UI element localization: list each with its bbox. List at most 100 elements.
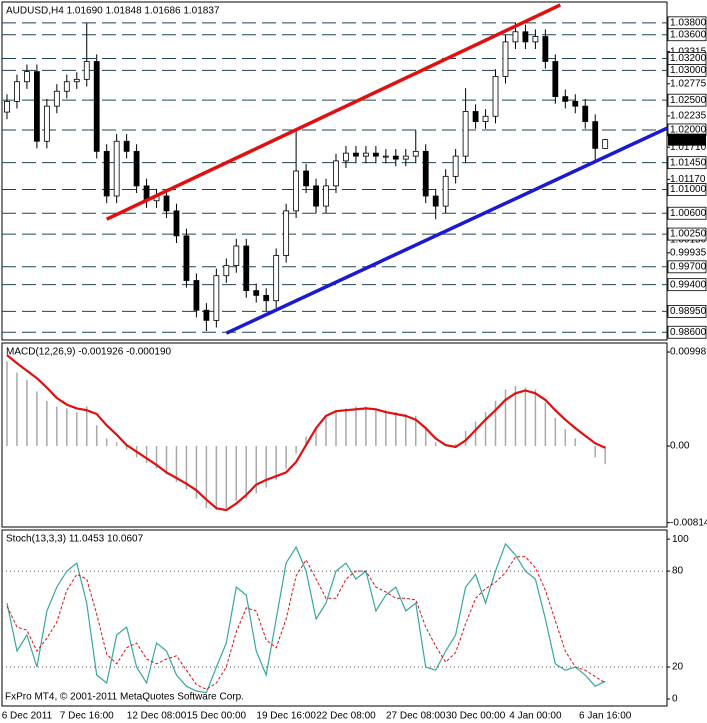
level-label: 1.00250 — [670, 229, 707, 240]
candle-body — [522, 31, 529, 43]
candle-body — [133, 150, 140, 187]
y-tick-label: 1.01170 — [670, 174, 706, 185]
candle-body — [303, 170, 309, 187]
stoch-signal — [6, 556, 606, 690]
panel-title: AUDUSD,H4 1.01690 1.01848 1.01686 1.0183… — [6, 6, 220, 17]
level-label: 1.03000 — [670, 65, 707, 76]
candle-body — [163, 195, 170, 212]
candle-body — [452, 155, 459, 177]
candle-body — [33, 71, 40, 142]
candle-body — [572, 100, 579, 107]
level-label-box — [667, 260, 707, 274]
y-tick-label: 20 — [672, 662, 684, 673]
panel-title: Stoch(13,3,3) 11.0453 10.0607 — [6, 534, 144, 545]
trendline — [105, 3, 562, 221]
candle-body — [4, 100, 10, 113]
level-label-box — [667, 64, 707, 77]
x-tick-label: 15 Dec 00:00 — [187, 711, 247, 722]
level-label-box — [667, 28, 707, 42]
level-label: 0.98600 — [670, 327, 707, 338]
level-label-box — [667, 156, 707, 170]
candle-body — [402, 155, 409, 160]
candle-body — [223, 265, 230, 277]
candle-body — [203, 309, 210, 321]
candle-body — [193, 280, 200, 311]
candle-body — [482, 115, 489, 123]
level-label: 1.00600 — [670, 208, 707, 219]
candle-body — [552, 61, 559, 98]
candle-body — [253, 290, 260, 296]
candle-body — [343, 152, 349, 162]
price-box — [668, 133, 706, 146]
candle-body — [323, 185, 329, 207]
level-label-box — [667, 305, 707, 318]
level-label: 1.01000 — [670, 184, 707, 195]
y-tick-label: 0.00998 — [670, 347, 707, 358]
candle-body — [263, 294, 270, 302]
y-tick-label: 100 — [672, 534, 689, 545]
candle-body — [492, 75, 499, 117]
candle-body — [103, 150, 110, 197]
level-label-box — [667, 278, 707, 292]
macd-panel — [1, 342, 668, 528]
candle-body — [582, 105, 589, 123]
level-label: 0.98950 — [670, 306, 707, 317]
y-tick-label: 1.02775 — [670, 78, 707, 89]
candle-body — [83, 61, 90, 80]
y-tick-label: 1.01710 — [670, 142, 707, 153]
copyright: FxPro MT4, © 2001-2011 MetaQuotes Softwa… — [5, 692, 244, 703]
candle-body — [53, 90, 60, 107]
level-label: 1.02000 — [670, 125, 707, 136]
level-label: 1.02500 — [670, 95, 707, 106]
panel-title: MACD(12,26,9) -0.001926 -0.000190 — [6, 347, 172, 358]
candle-body — [213, 275, 220, 321]
candle-body — [462, 111, 469, 157]
candle-body — [233, 245, 240, 267]
candle-body — [113, 140, 120, 197]
x-tick-label: 7 Dec 16:00 — [60, 711, 114, 722]
candle-body — [472, 111, 479, 123]
candle-body — [183, 235, 190, 281]
candle-body — [63, 81, 70, 92]
candle-body — [243, 245, 250, 292]
candle-body — [512, 31, 519, 43]
level-label: 0.99700 — [670, 261, 707, 272]
x-tick-label: 27 Dec 08:00 — [386, 711, 446, 722]
candle-body — [363, 152, 369, 157]
candle-body — [422, 150, 429, 197]
level-label-box — [667, 325, 707, 339]
price-label: 1.01837 — [670, 134, 707, 145]
level-label: 1.03200 — [670, 53, 707, 64]
x-tick-label: 30 Dec 00:00 — [446, 711, 506, 722]
candle-body — [442, 175, 449, 207]
level-label: 0.99400 — [670, 279, 707, 290]
level-label-box — [667, 183, 707, 196]
candle-body — [313, 185, 319, 207]
stoch-panel — [1, 529, 668, 707]
x-tick-label: 6 Dec 2011 — [2, 711, 53, 722]
candle-body — [432, 195, 439, 207]
level-label: 1.01450 — [670, 157, 707, 168]
x-tick-label: 12 Dec 08:00 — [127, 711, 187, 722]
candle-body — [502, 41, 509, 77]
candle-body — [532, 36, 539, 43]
y-tick-label: 80 — [672, 566, 684, 577]
level-label-box — [667, 227, 707, 241]
y-tick-label: 1.03315 — [670, 46, 707, 57]
candle-body — [412, 150, 419, 157]
x-tick-label: 19 Dec 16:00 — [256, 711, 316, 722]
candle-body — [93, 61, 100, 152]
candle-body — [592, 121, 599, 149]
candle-body — [562, 96, 569, 102]
candle-body — [123, 140, 130, 152]
y-tick-label: 0.99935 — [670, 247, 707, 258]
y-tick-label: 1.02235 — [670, 111, 707, 122]
candle-body — [353, 152, 359, 157]
y-tick-label: 0.00 — [670, 441, 690, 452]
candle-body — [24, 71, 30, 83]
candle-body — [14, 81, 20, 102]
y-tick-label: 0 — [672, 694, 678, 705]
level-label-box — [667, 206, 707, 220]
